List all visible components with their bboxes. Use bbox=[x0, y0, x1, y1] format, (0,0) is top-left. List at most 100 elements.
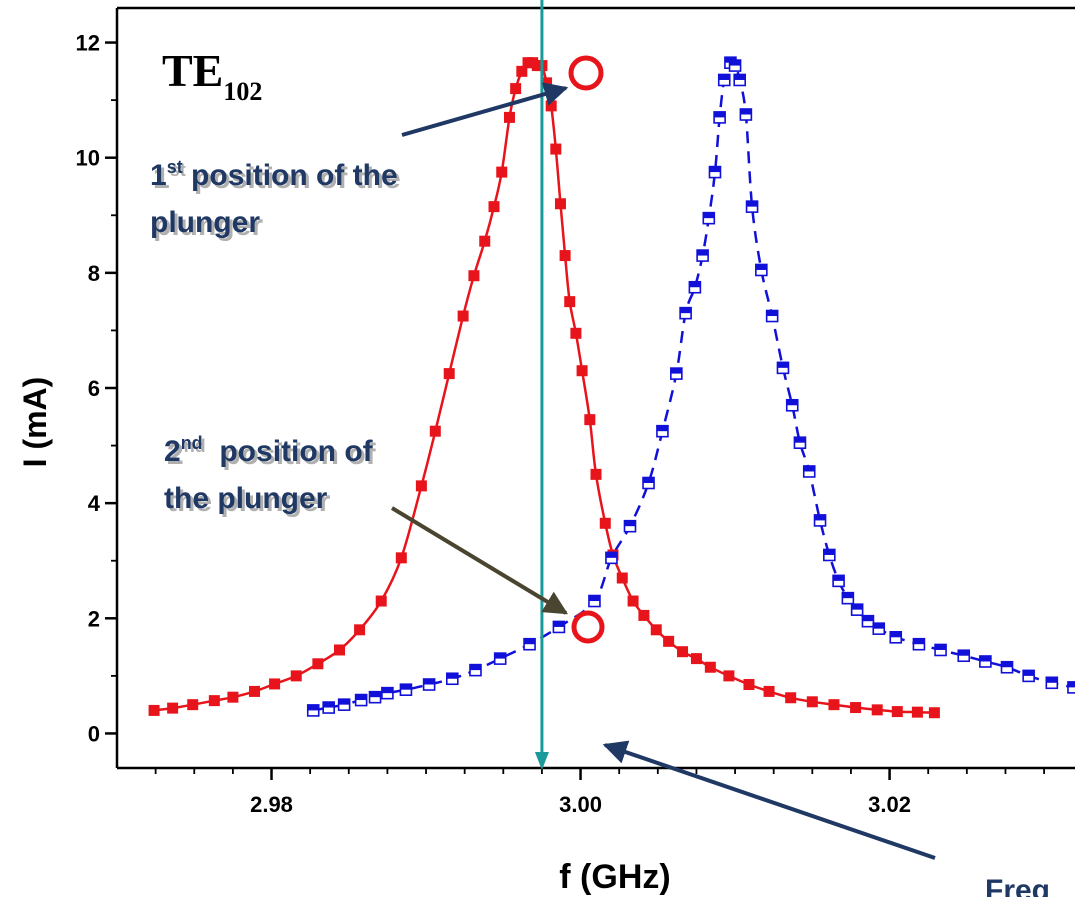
red-data-point bbox=[871, 704, 883, 716]
blue-data-point bbox=[670, 367, 683, 380]
blue-data-point bbox=[656, 424, 669, 438]
blue-data-point bbox=[337, 698, 351, 711]
first-position-line1: 1st position of the bbox=[150, 157, 398, 192]
red-data-point bbox=[496, 166, 508, 178]
red-data-point bbox=[545, 100, 557, 112]
series-blue-markers bbox=[306, 56, 1075, 717]
fp-line2-shadow: plunger bbox=[153, 209, 263, 242]
red-data-point bbox=[457, 310, 469, 322]
red-data-point bbox=[488, 201, 500, 213]
blue-data-point bbox=[623, 519, 637, 533]
red-data-point bbox=[570, 327, 582, 339]
red-data-point bbox=[479, 235, 491, 247]
series-blue-line bbox=[312, 60, 1074, 712]
blue-data-point bbox=[445, 672, 459, 686]
blue-data-point bbox=[1022, 669, 1035, 683]
resonance-line-arrowhead bbox=[534, 752, 549, 770]
fp-shadow-num: 1 bbox=[153, 162, 170, 195]
blue-data-point bbox=[832, 574, 845, 588]
blue-data-point bbox=[745, 200, 759, 213]
blue-data-point bbox=[399, 683, 413, 696]
red-data-point bbox=[334, 644, 346, 656]
blue-data-point bbox=[523, 637, 536, 651]
red-data-point bbox=[743, 679, 755, 691]
red-data-point bbox=[148, 704, 160, 716]
blue-data-point bbox=[739, 108, 753, 121]
red-data-point bbox=[627, 595, 639, 607]
blue-data-point bbox=[934, 643, 947, 657]
red-data-point bbox=[312, 658, 324, 670]
red-data-point bbox=[503, 111, 515, 123]
red-data-point bbox=[167, 702, 179, 714]
blue-data-point bbox=[765, 309, 779, 323]
sp-num: 2 bbox=[164, 435, 181, 468]
red-data-point bbox=[599, 517, 611, 529]
blue-data-point bbox=[679, 306, 692, 320]
sp-line2-shadow: the plunger bbox=[167, 485, 331, 518]
red-data-point bbox=[510, 83, 522, 95]
red-data-point bbox=[891, 706, 903, 718]
blue-data-point bbox=[728, 59, 742, 72]
red-data-point bbox=[269, 678, 281, 690]
series-red-markers bbox=[148, 57, 940, 719]
blue-data-point bbox=[688, 280, 702, 294]
first-position-shadow: 1st position of the bbox=[153, 160, 401, 195]
blue-data-point bbox=[1045, 676, 1059, 690]
red-data-point bbox=[806, 696, 818, 708]
red-data-point bbox=[704, 661, 716, 673]
first-position-annotation: 1st position of the 1st position of the … bbox=[150, 157, 401, 242]
blue-data-point bbox=[306, 704, 320, 717]
blue-data-point bbox=[802, 465, 816, 478]
red-data-point bbox=[375, 595, 387, 607]
blue-data-point bbox=[1000, 660, 1014, 674]
y-axis-title: I (mA) bbox=[17, 377, 53, 468]
red-data-point bbox=[590, 468, 602, 480]
first-position-line2: plunger bbox=[150, 206, 260, 239]
red-data-point bbox=[208, 695, 220, 707]
blue-data-point bbox=[588, 594, 601, 608]
y-tick-label: 6 bbox=[88, 376, 100, 401]
y-tick-label: 10 bbox=[76, 146, 100, 171]
x-tick-label: 2.98 bbox=[250, 792, 293, 817]
blue-data-point bbox=[702, 211, 716, 225]
mode-label: TE102 bbox=[162, 45, 262, 106]
red-data-point bbox=[616, 572, 628, 584]
blue-data-point bbox=[912, 637, 926, 651]
y-tick-label: 12 bbox=[76, 31, 100, 56]
blue-data-point bbox=[889, 631, 903, 644]
red-data-point bbox=[677, 646, 689, 658]
blue-data-point bbox=[322, 701, 335, 714]
red-data-point bbox=[290, 670, 302, 682]
y-tick-label: 2 bbox=[88, 606, 100, 631]
y-tick-label: 8 bbox=[88, 261, 100, 286]
red-data-point bbox=[663, 635, 675, 647]
red-data-point bbox=[690, 653, 702, 665]
mode-label-sub: 102 bbox=[223, 77, 262, 106]
blue-data-point bbox=[823, 548, 836, 562]
red-data-point bbox=[638, 609, 650, 621]
blue-data-point bbox=[979, 655, 992, 668]
blue-data-point bbox=[493, 652, 507, 665]
red-data-point bbox=[443, 368, 455, 380]
blue-data-point bbox=[755, 263, 768, 277]
second-position-annotation: 2nd position of 2nd position of the plun… bbox=[164, 433, 377, 518]
red-data-point bbox=[550, 143, 562, 155]
red-data-point bbox=[564, 296, 576, 308]
blue-data-point bbox=[850, 603, 864, 616]
blue-data-point bbox=[354, 693, 368, 707]
x-tick-label: 3.00 bbox=[559, 792, 602, 817]
red-data-point bbox=[584, 414, 596, 426]
red-data-point bbox=[249, 685, 261, 697]
first-position-arrow bbox=[401, 82, 569, 137]
axis-ticks bbox=[105, 41, 1045, 780]
red-data-point bbox=[911, 706, 923, 718]
blue-data-point bbox=[733, 73, 747, 87]
fp-sup: st bbox=[167, 157, 183, 177]
blue-data-point bbox=[469, 663, 482, 677]
blue-data-point bbox=[605, 551, 618, 565]
blue-data-point bbox=[957, 649, 971, 663]
red-data-point bbox=[429, 425, 441, 437]
red-data-point bbox=[187, 699, 199, 711]
frequency-annotation-partial: Freq bbox=[985, 874, 1050, 897]
blue-data-point bbox=[552, 620, 566, 634]
